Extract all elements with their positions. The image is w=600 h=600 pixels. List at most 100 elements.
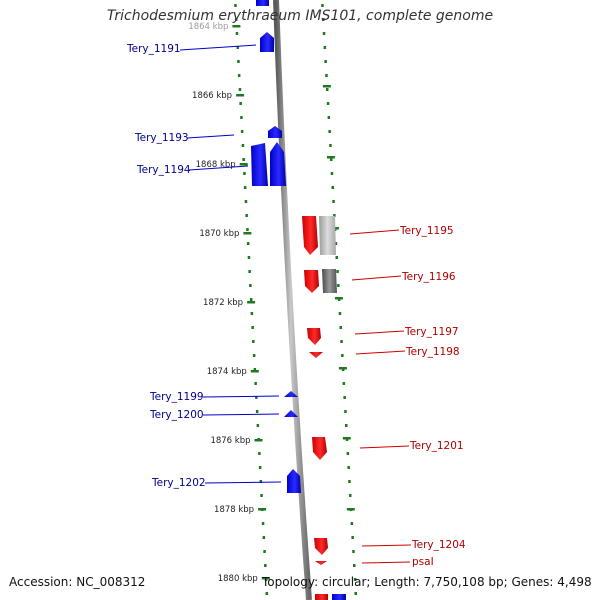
ring-dot <box>243 186 247 189</box>
gene-feature-tery-1204[interactable] <box>314 538 328 555</box>
gene-feature-tery-1191[interactable] <box>260 32 274 52</box>
kbp-tick <box>236 94 245 97</box>
gene-feature-bottom-red[interactable] <box>315 594 328 600</box>
ring-dot <box>322 32 326 35</box>
kbp-scale: 1864 kbp 1866 kbp 1868 kbp 1870 kbp 1872 kbp… <box>188 22 355 584</box>
ring-dot <box>335 256 338 259</box>
gene-feature-tery-1197[interactable] <box>307 328 321 345</box>
ring-dot <box>336 270 339 273</box>
leader-line <box>359 445 410 449</box>
gene-feature-psai[interactable] <box>315 561 327 565</box>
gene-label-tery-1201[interactable]: Tery_1201 <box>409 440 464 452</box>
ring-dot <box>244 200 248 203</box>
ring-dot <box>323 46 327 49</box>
gene-feature-tery-1190[interactable] <box>256 0 269 6</box>
gene-label-tery-1204[interactable]: Tery_1204 <box>411 539 466 551</box>
ring-dot <box>253 368 257 371</box>
kbp-tick <box>243 232 252 235</box>
gene-feature-tery-1202[interactable] <box>287 469 301 493</box>
ring-dot <box>332 200 335 203</box>
gene-feature-tery-1196[interactable] <box>304 270 319 293</box>
ring-dot <box>256 424 260 427</box>
gene-label-tery-1191[interactable]: Tery_1191 <box>126 43 181 55</box>
ring-dot <box>246 242 250 245</box>
ring-dot <box>248 270 251 273</box>
kbp-label: 1868 kbp <box>196 160 236 170</box>
ring-dot <box>240 116 243 119</box>
gene-label-tery-1195[interactable]: Tery_1195 <box>399 225 454 237</box>
ring-dot <box>338 312 342 315</box>
gene-labels: Tery_1191 Tery_1193 Tery_1194 Tery_1199 … <box>126 43 466 568</box>
ring-dot <box>330 158 333 161</box>
ring-dot <box>236 46 239 49</box>
gene-feature-tery-1195-grey[interactable] <box>319 216 336 255</box>
gene-feature-tery-1195[interactable] <box>302 216 318 255</box>
ring-dot <box>255 410 259 413</box>
kbp-tick <box>247 301 256 304</box>
gene-feature-tery-1193[interactable] <box>268 126 282 138</box>
ring-dot <box>321 4 324 7</box>
ring-dot <box>259 480 263 483</box>
ring-dot <box>262 536 266 539</box>
ring-dot <box>239 102 242 105</box>
gene-feature-bottom-blue[interactable] <box>332 594 346 600</box>
ring-dot <box>333 214 336 217</box>
gene-feature-tery-1198[interactable] <box>309 352 323 358</box>
gene-label-tery-1194[interactable]: Tery_1194 <box>136 164 191 176</box>
ring-dot <box>258 466 262 469</box>
ring-dot <box>334 242 338 245</box>
ring-dot <box>264 564 267 567</box>
gene-feature-tery-1196-grey[interactable] <box>322 269 337 293</box>
leader-line <box>186 134 235 139</box>
leader-line <box>179 44 257 51</box>
ring-dot <box>350 522 354 525</box>
ring-dot <box>258 452 261 455</box>
leader-line <box>204 481 282 484</box>
ring-dot <box>342 382 346 385</box>
kbp-tick <box>239 163 248 166</box>
leader-line <box>188 165 249 171</box>
gene-feature-tery-1201[interactable] <box>312 437 327 460</box>
ring-dot <box>255 396 258 399</box>
gene-label-tery-1193[interactable]: Tery_1193 <box>134 132 189 144</box>
ring-dot <box>261 522 265 525</box>
ring-dot <box>348 480 351 483</box>
ring-dot <box>337 284 340 287</box>
ring-dot <box>234 4 237 7</box>
genome-title: Trichodesmium erythraeum IMS101, complet… <box>106 8 494 24</box>
gene-label-psai[interactable]: psaI <box>412 556 434 568</box>
gene-label-tery-1200[interactable]: Tery_1200 <box>149 409 204 421</box>
ring-dot <box>265 592 269 595</box>
leader-line <box>202 413 280 416</box>
kbp-tick <box>250 370 259 373</box>
gene-label-tery-1196[interactable]: Tery_1196 <box>401 271 456 283</box>
ring-dot <box>344 410 347 413</box>
kbp-tick <box>254 439 263 442</box>
ring-dot <box>326 88 329 91</box>
gene-label-tery-1202[interactable]: Tery_1202 <box>151 477 206 489</box>
gene-feature-tery-1194a[interactable] <box>251 143 268 186</box>
ring-dot <box>241 144 245 147</box>
gene-feature-tery-1194b[interactable] <box>270 142 286 186</box>
leader-line <box>355 350 406 355</box>
ring-dot <box>322 18 325 21</box>
ring-dot <box>352 550 355 553</box>
gene-feature-tery-1200[interactable] <box>284 410 298 417</box>
leader-line <box>361 544 412 547</box>
gene-label-tery-1197[interactable]: Tery_1197 <box>404 326 459 338</box>
leader-line <box>202 395 280 398</box>
kbp-label: 1876 kbp <box>210 436 250 446</box>
ring-dot <box>245 214 248 217</box>
ring-dot <box>240 130 244 133</box>
gene-label-tery-1199[interactable]: Tery_1199 <box>149 391 204 403</box>
ring-dot <box>331 186 334 189</box>
kbp-tick <box>232 25 241 28</box>
minor-tick <box>322 85 331 88</box>
gene-feature-tery-1199[interactable] <box>284 391 298 397</box>
gene-label-tery-1198[interactable]: Tery_1198 <box>405 346 460 358</box>
ring-dot <box>339 326 342 329</box>
ring-dot <box>353 564 356 567</box>
ring-dot <box>325 74 328 77</box>
